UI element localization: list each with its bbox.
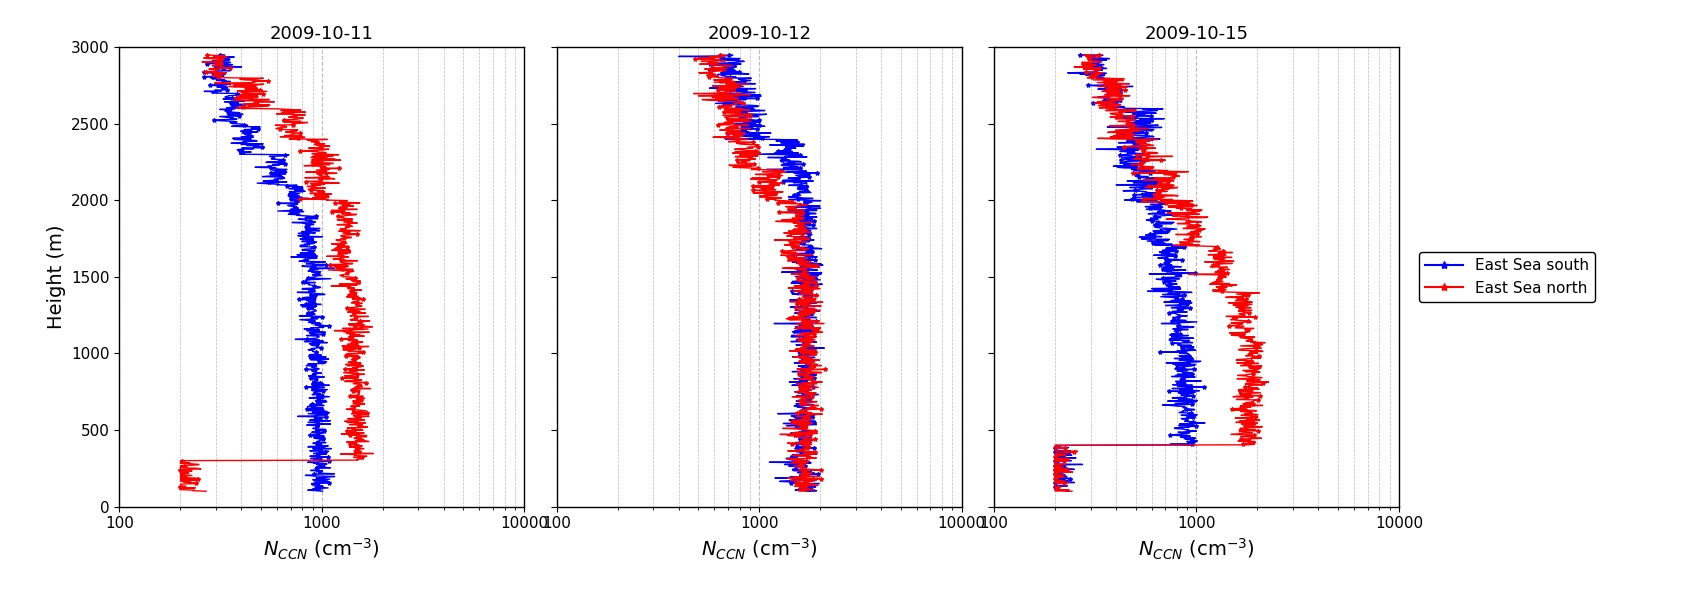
East Sea south — [1165, 316, 1185, 323]
East Sea north — [341, 329, 361, 336]
East Sea north — [1219, 316, 1240, 323]
East Sea south — [1055, 488, 1076, 495]
East Sea south — [290, 316, 310, 323]
East Sea south — [783, 329, 803, 336]
East Sea south — [798, 382, 818, 389]
East Sea north — [1238, 382, 1258, 389]
East Sea south — [796, 488, 817, 495]
East Sea south — [795, 305, 815, 312]
East Sea north — [196, 51, 217, 58]
East Sea north — [800, 382, 820, 389]
East Sea south — [1166, 329, 1187, 336]
East Sea north — [338, 427, 358, 434]
Line: East Sea north: East Sea north — [179, 52, 375, 494]
East Sea north — [803, 427, 824, 434]
East Sea south — [220, 78, 240, 85]
Line: East Sea north: East Sea north — [1052, 52, 1270, 494]
East Sea north — [784, 305, 805, 312]
East Sea north — [795, 488, 815, 495]
East Sea south — [312, 488, 332, 495]
East Sea south — [1180, 305, 1200, 312]
Legend: East Sea south, East Sea north: East Sea south, East Sea north — [1419, 252, 1594, 302]
East Sea south — [210, 51, 230, 58]
East Sea north — [346, 382, 367, 389]
X-axis label: $N_{CCN}\ (\rm{cm}^{-3})$: $N_{CCN}\ (\rm{cm}^{-3})$ — [263, 537, 380, 562]
East Sea south — [1069, 51, 1089, 58]
East Sea north — [242, 78, 263, 85]
East Sea south — [298, 329, 319, 336]
East Sea south — [1173, 382, 1194, 389]
Line: East Sea south: East Sea south — [677, 52, 825, 494]
Line: East Sea north: East Sea north — [691, 52, 827, 494]
East Sea north — [196, 488, 217, 495]
East Sea north — [725, 78, 745, 85]
Line: East Sea south: East Sea south — [201, 52, 336, 494]
X-axis label: $N_{CCN}\ (\rm{cm}^{-3})$: $N_{CCN}\ (\rm{cm}^{-3})$ — [701, 537, 817, 562]
East Sea north — [1107, 78, 1127, 85]
Y-axis label: Height (m): Height (m) — [46, 224, 65, 329]
East Sea south — [298, 305, 319, 312]
East Sea south — [793, 427, 813, 434]
East Sea north — [1088, 51, 1108, 58]
East Sea south — [1093, 78, 1113, 85]
East Sea north — [1229, 305, 1250, 312]
East Sea south — [730, 78, 750, 85]
East Sea north — [1246, 427, 1267, 434]
East Sea north — [339, 316, 360, 323]
East Sea north — [709, 51, 730, 58]
Title: 2009-10-15: 2009-10-15 — [1144, 25, 1248, 43]
East Sea south — [791, 316, 812, 323]
East Sea north — [1219, 329, 1240, 336]
East Sea south — [718, 51, 738, 58]
East Sea north — [336, 305, 356, 312]
East Sea north — [1061, 488, 1081, 495]
X-axis label: $N_{CCN}\ (\rm{cm}^{-3})$: $N_{CCN}\ (\rm{cm}^{-3})$ — [1137, 537, 1255, 562]
East Sea north — [791, 329, 812, 336]
East Sea south — [309, 382, 329, 389]
East Sea south — [1176, 427, 1197, 434]
Title: 2009-10-12: 2009-10-12 — [708, 25, 810, 43]
East Sea south — [314, 427, 334, 434]
Line: East Sea south: East Sea south — [1052, 52, 1207, 494]
East Sea north — [779, 316, 800, 323]
Title: 2009-10-11: 2009-10-11 — [269, 25, 373, 43]
